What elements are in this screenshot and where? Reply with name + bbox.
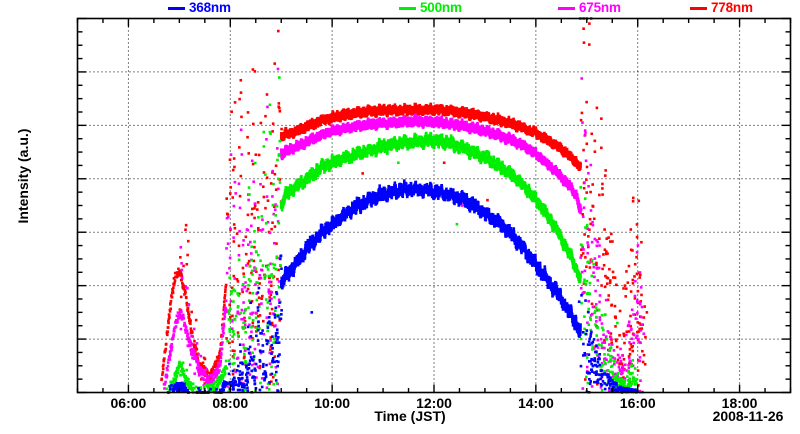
date-annotation: 2008-11-26 — [712, 408, 784, 424]
legend-item-778nm[interactable]: 778nm — [690, 0, 753, 16]
series-778nm — [160, 17, 649, 394]
legend-item-368nm[interactable]: 368nm — [168, 0, 231, 16]
series-500nm — [165, 76, 639, 394]
legend-item-500nm[interactable]: 500nm — [399, 0, 462, 16]
x-tick-label: 14:00 — [517, 395, 554, 411]
legend-label: 500nm — [420, 0, 462, 15]
legend-label: 368nm — [189, 0, 231, 15]
x-tick-label: 16:00 — [619, 395, 656, 411]
legend-swatch-675nm — [558, 6, 575, 10]
x-axis-title: Time (JST) — [374, 408, 446, 424]
plot-background — [77, 18, 791, 393]
chart-legend: 368nm 500nm 675nm 778nm — [0, 0, 800, 16]
series-368nm — [167, 179, 639, 394]
legend-swatch-368nm — [168, 6, 185, 10]
legend-swatch-500nm — [399, 6, 416, 10]
legend-item-675nm[interactable]: 675nm — [558, 0, 621, 16]
x-tick-label: 18:00 — [721, 395, 758, 411]
legend-label: 675nm — [579, 0, 621, 15]
x-tick-label: 08:00 — [212, 395, 249, 411]
series-675nm — [162, 67, 646, 394]
x-tick-label: 06:00 — [110, 395, 147, 411]
legend-label: 778nm — [711, 0, 753, 15]
legend-swatch-778nm — [690, 6, 707, 10]
x-tick-label: 12:00 — [416, 395, 452, 411]
x-tick-label: 10:00 — [314, 395, 351, 411]
